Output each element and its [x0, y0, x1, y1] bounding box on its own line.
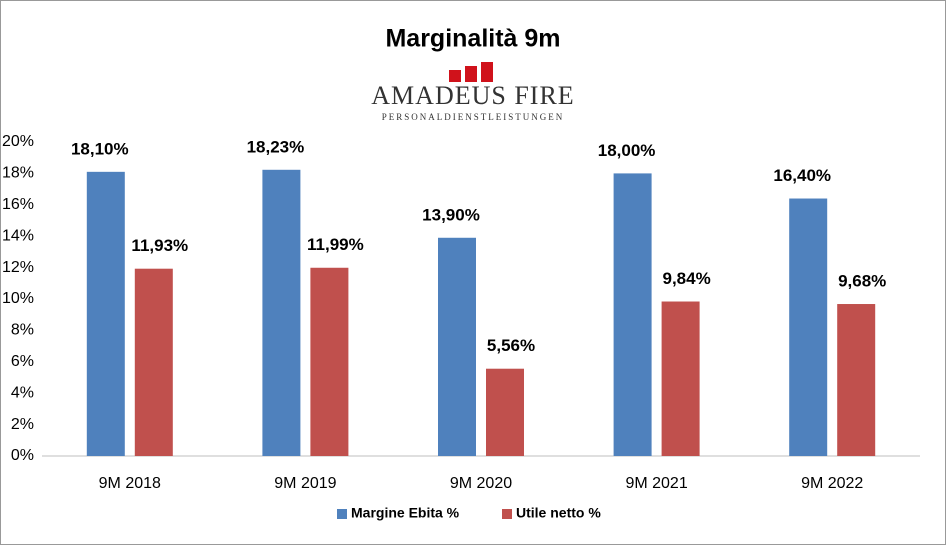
logo-text: Amadeus FiRe	[371, 81, 574, 110]
y-tick-label: 2%	[11, 416, 34, 433]
value-label: 9,84%	[662, 269, 710, 288]
logo-block	[449, 70, 461, 82]
y-tick-label: 14%	[2, 227, 34, 244]
logo: Amadeus FiRe PERSONALDIENSTLEISTUNGEN	[371, 62, 574, 122]
x-tick-label: 9M 2020	[450, 475, 512, 492]
logo-subtext: PERSONALDIENSTLEISTUNGEN	[382, 112, 565, 122]
bar	[262, 169, 301, 456]
x-tick-label: 9M 2022	[801, 475, 863, 492]
x-tick-label: 9M 2019	[274, 475, 336, 492]
value-label: 9,68%	[838, 272, 886, 291]
bar	[789, 198, 828, 456]
value-label: 18,23%	[247, 137, 305, 156]
logo-block	[465, 66, 477, 82]
legend-label: Margine Ebita %	[351, 505, 460, 521]
y-tick-label: 20%	[2, 133, 34, 150]
bar	[310, 267, 349, 456]
bar	[613, 173, 652, 456]
y-tick-label: 10%	[2, 290, 34, 307]
bar	[837, 304, 876, 456]
y-tick-label: 18%	[2, 165, 34, 182]
value-label: 11,99%	[307, 235, 364, 254]
value-label: 5,56%	[487, 336, 535, 355]
legend-label: Utile netto %	[516, 505, 601, 521]
bar	[134, 268, 173, 456]
x-tick-label: 9M 2018	[99, 475, 161, 492]
bar	[86, 171, 125, 456]
logo-block	[481, 62, 493, 82]
bar	[486, 368, 524, 456]
value-label: 18,00%	[598, 141, 656, 160]
bar	[661, 301, 700, 456]
y-tick-label: 0%	[11, 447, 34, 464]
y-tick-label: 12%	[2, 259, 34, 276]
value-label: 16,40%	[773, 166, 831, 185]
x-tick-label: 9M 2021	[625, 475, 687, 492]
legend-swatch	[502, 509, 512, 519]
bar	[438, 237, 476, 456]
value-label: 18,10%	[71, 139, 129, 158]
y-tick-label: 4%	[11, 384, 34, 401]
y-tick-label: 16%	[2, 196, 34, 213]
value-label: 11,93%	[131, 236, 188, 255]
legend-swatch	[337, 509, 347, 519]
chart-title: Marginalità 9m	[385, 25, 560, 53]
y-tick-label: 6%	[11, 353, 34, 370]
y-tick-label: 8%	[11, 322, 34, 339]
value-label: 13,90%	[422, 205, 480, 224]
